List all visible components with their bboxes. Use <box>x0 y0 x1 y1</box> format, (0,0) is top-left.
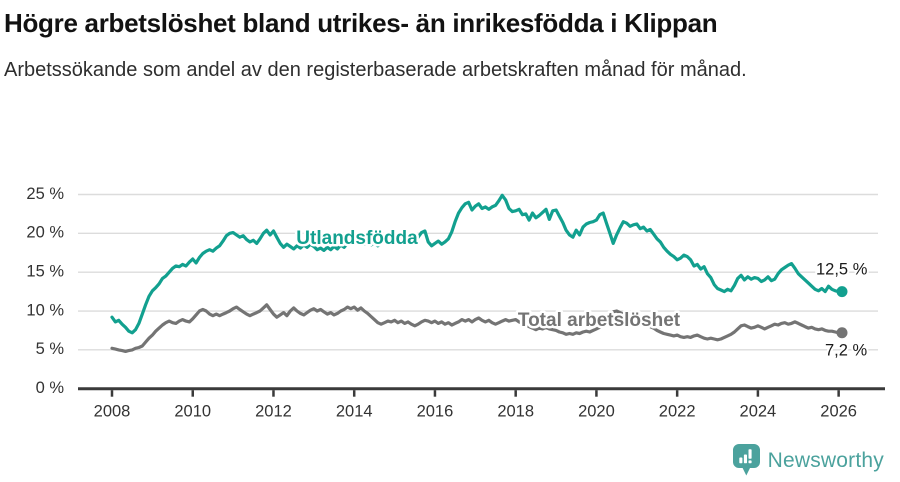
foreign-born-end-dot <box>836 286 848 298</box>
y-tick-label: 25 % <box>26 185 64 203</box>
x-tick-label: 2010 <box>174 402 211 420</box>
x-tick-label: 2024 <box>740 402 777 420</box>
x-tick-label: 2014 <box>336 402 373 420</box>
foreign-born-series-label: Utlandsfödda <box>296 228 418 249</box>
y-tick-label: 0 % <box>36 379 65 397</box>
x-tick-label: 2022 <box>659 402 696 420</box>
foreign-born-end-value: 12,5 % <box>816 260 868 278</box>
x-tick-label: 2020 <box>578 402 615 420</box>
y-tick-label: 20 % <box>26 224 64 242</box>
y-tick-label: 10 % <box>26 301 64 319</box>
foreign-born-line <box>110 193 844 335</box>
chart-title: Högre arbetslöshet bland utrikes- än inr… <box>4 8 718 38</box>
total-unemployment-line <box>110 303 844 353</box>
x-tick-label: 2016 <box>417 402 454 420</box>
x-tick-label: 2008 <box>94 402 131 420</box>
chart-header: Högre arbetslöshet bland utrikes- än inr… <box>0 8 900 85</box>
total-unemployment-end-value: 7,2 % <box>825 341 868 359</box>
total-unemployment-series-label: Total arbetslöshet <box>518 310 681 331</box>
y-tick-label: 15 % <box>26 263 64 281</box>
x-tick-label: 2012 <box>255 402 292 420</box>
newsworthy-logo: Newsworthy <box>732 444 884 477</box>
unemployment-line-chart: 2008 2010 2012 2014 2016 2018 2020 2022 2024 2026… <box>26 185 885 420</box>
x-tick-label: 2018 <box>497 402 534 420</box>
y-tick-label: 5 % <box>36 340 65 358</box>
total-unemployment-end-dot <box>836 327 848 339</box>
newsworthy-logo-icon <box>732 444 760 476</box>
newsworthy-logo-text: Newsworthy <box>767 448 884 472</box>
chart-subtitle: Arbetssökande som andel av den registerb… <box>4 59 747 81</box>
x-tick-label: 2026 <box>820 402 857 420</box>
